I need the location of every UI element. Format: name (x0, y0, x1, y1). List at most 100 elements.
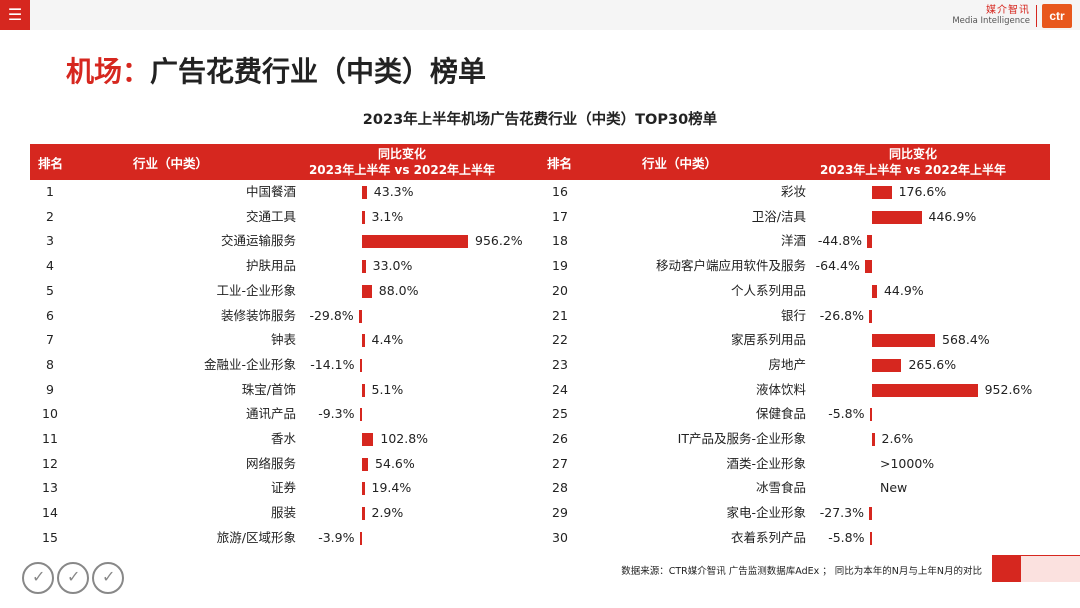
industry-cell: 中国餐酒 (245, 184, 296, 199)
table-title: 2023年上半年机场广告花费行业（中类）TOP30榜单 (362, 112, 718, 128)
table-row: 11 香水 102.8% (30, 427, 540, 452)
rank-cell: 11 (42, 431, 58, 446)
change-value: -64.4% (815, 258, 860, 274)
industry-cell: 移动客户端应用软件及服务 (655, 258, 806, 274)
industry-cell: 交通工具 (245, 208, 296, 224)
rank-cell: 15 (42, 529, 58, 545)
rank-cell: 28 (552, 480, 568, 496)
change-value: 44.9% (883, 282, 924, 298)
page-title-rest: 广告花费行业（中类）榜单 (150, 55, 487, 88)
industry-cell: 护肤用品 (245, 258, 296, 274)
table-row: 30 衣着系列产品 -5.8% (540, 526, 1050, 551)
change-bar (359, 408, 362, 422)
change-value: 956.2% (475, 233, 523, 249)
industry-cell: 彩妆 (780, 184, 806, 199)
change-bar (362, 457, 369, 471)
industry-cell: 珠宝/首饰 (241, 381, 296, 397)
change-bar (359, 531, 362, 545)
change-value: 2.9% (371, 505, 404, 521)
change-value: 19.4% (371, 480, 412, 496)
table-row: 19 移动客户端应用软件及服务 -64.4% (540, 254, 1050, 279)
table-row: 4 护肤用品 33.0% (30, 254, 540, 279)
change-bar (362, 210, 365, 224)
change-value: New (880, 480, 908, 496)
change-bar (872, 334, 935, 348)
rank-cell: 5 (46, 282, 54, 298)
change-bar (872, 433, 875, 446)
change-value: -9.3% (318, 406, 355, 422)
change-bar (872, 358, 902, 372)
industry-cell: 网络服务 (245, 455, 296, 471)
rank-cell: 10 (42, 406, 58, 422)
ctr-logo: 媒介智讯 Media Intelligence ctr (952, 4, 1072, 28)
change-bar (868, 507, 872, 521)
change-bar (872, 186, 892, 199)
table-row: 25 保健食品 -5.8% (540, 402, 1050, 427)
table-row: 1 中国餐酒 43.3% (30, 180, 540, 205)
rank-cell: 30 (552, 529, 568, 545)
change-value: 5.1% (371, 381, 404, 397)
change-bar (362, 260, 366, 274)
industry-cell: 保健食品 (755, 406, 806, 422)
rank-cell: 7 (46, 332, 54, 348)
change-value: 33.0% (372, 258, 413, 274)
menu-button[interactable]: ☰ (0, 0, 30, 30)
rank-cell: 14 (42, 505, 58, 521)
change-value: 102.8% (380, 431, 429, 446)
footer-pink-block (1021, 556, 1080, 582)
industry-cell: 旅游/区域形象 (216, 529, 296, 545)
industry-cell: 个人系列用品 (730, 282, 806, 298)
change-value: -26.8% (819, 307, 865, 323)
table-row: 27 酒类-企业形象 >1000% (540, 452, 1050, 477)
rank-cell: 16 (552, 184, 568, 199)
industry-cell: 家居系列用品 (730, 332, 806, 348)
change-bar (362, 383, 365, 397)
table-row: 22 家居系列用品 568.4% (540, 328, 1050, 353)
table-row: 21 银行 -26.8% (540, 304, 1050, 329)
rank-cell: 24 (552, 381, 568, 397)
rank-cell: 2 (46, 208, 54, 224)
change-bar (362, 433, 374, 446)
table-row: 3 交通运输服务 956.2% (30, 229, 540, 254)
table-row: 7 钟表 4.4% (30, 328, 540, 353)
logo-separator (1036, 5, 1037, 27)
table-row: 10 通讯产品 -9.3% (30, 402, 540, 427)
change-value: -27.3% (819, 505, 864, 521)
industry-cell: 通讯产品 (245, 406, 296, 422)
logo-mark: ctr (1042, 4, 1072, 28)
change-bar (362, 334, 365, 348)
industry-cell: 液体饮料 (755, 381, 806, 397)
change-bar (869, 408, 872, 422)
column-change-line1: 同比变化 (377, 147, 426, 161)
change-value: 3.1% (371, 208, 404, 224)
change-bar (864, 260, 872, 274)
industry-cell: 交通运输服务 (220, 233, 296, 249)
table-row: 16 彩妆 176.6% (540, 180, 1050, 205)
table-row: 23 房地产 265.6% (540, 353, 1050, 378)
column-change: 同比变化 2023年上半年 vs 2022年上半年 (803, 144, 1023, 180)
table-row: 29 家电-企业形象 -27.3% (540, 501, 1050, 526)
industry-cell: 房地产 (768, 356, 806, 372)
change-bar (362, 482, 365, 496)
certification-badge-icon (22, 562, 54, 594)
change-bar (359, 358, 362, 372)
table-header-right: 排名 行业（中类） 同比变化 2023年上半年 vs 2022年上半年 (540, 144, 1050, 180)
rank-cell: 9 (46, 381, 54, 397)
change-value: -5.8% (828, 406, 865, 422)
rank-cell: 13 (42, 480, 58, 496)
industry-cell: 香水 (270, 431, 296, 446)
industry-cell: 金融业-企业形象 (203, 356, 296, 372)
rank-cell: 22 (552, 332, 568, 348)
page-title-accent: 机场： (66, 55, 151, 88)
table-row: 28 冰雪食品 New (540, 476, 1050, 501)
change-bar (869, 531, 872, 545)
rank-cell: 17 (552, 208, 568, 224)
table-row: 12 网络服务 54.6% (30, 452, 540, 477)
rank-cell: 27 (552, 455, 568, 471)
change-value: -29.8% (309, 307, 354, 323)
table-row: 2 交通工具 3.1% (30, 205, 540, 230)
table-row: 13 证券 19.4% (30, 476, 540, 501)
rank-cell: 20 (552, 282, 568, 298)
industry-cell: 卫浴/洁具 (751, 208, 806, 224)
footer-red-block (992, 555, 1021, 582)
